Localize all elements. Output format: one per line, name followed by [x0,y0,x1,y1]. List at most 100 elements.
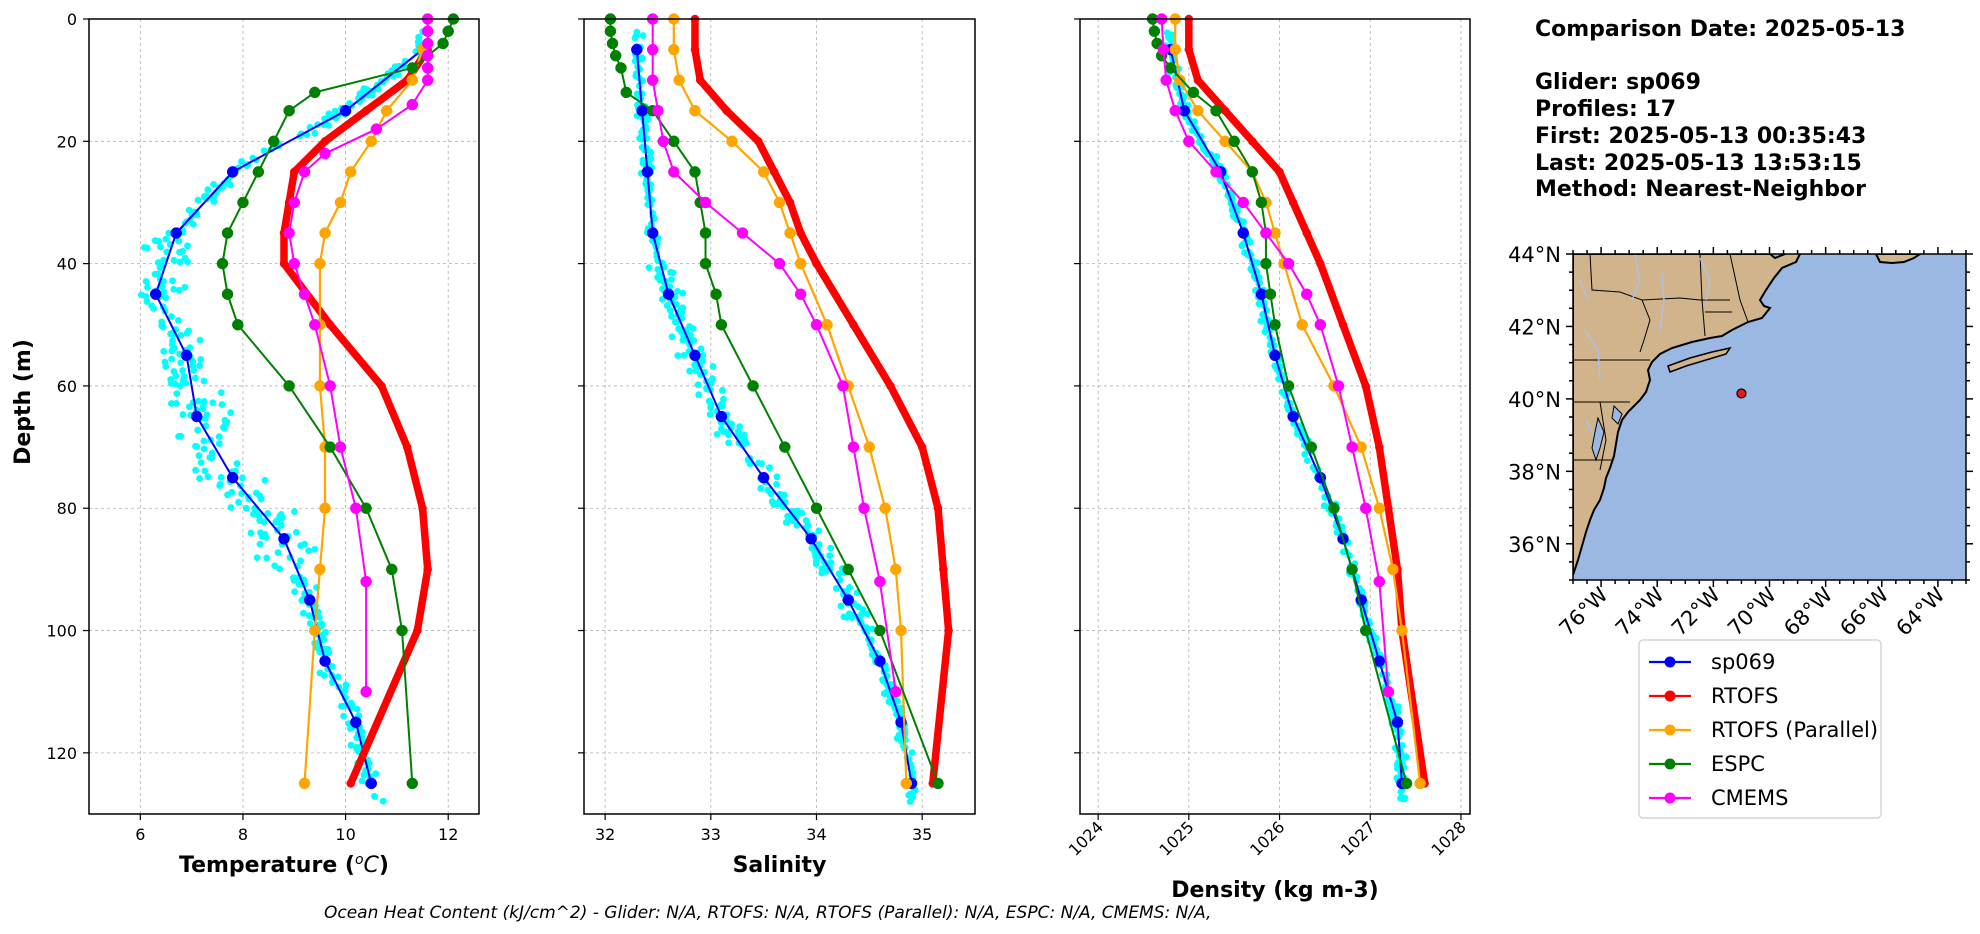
glider-scatter-point [277,521,285,529]
series-point [810,502,823,514]
glider-scatter-point [758,460,765,468]
series-line [672,17,908,785]
glider-scatter-point [680,351,688,359]
legend-item: CMEMS [1649,786,1789,810]
series-point [314,380,326,392]
series-point [216,257,229,270]
series-point [303,594,316,606]
series-point [689,166,701,178]
series-point [874,624,886,637]
glider-scatter-point [324,645,332,653]
glider-scatter-point [708,376,716,384]
glider-scatter-point [154,259,162,266]
glider-scatter-point [678,305,686,312]
glider-scatter-point [826,552,834,560]
glider-scatter-point [194,196,202,204]
glider-scatter-point [184,242,191,250]
glider-scatter-point [656,272,664,280]
glider-scatter-point [175,286,183,294]
glider-scatter-point [868,625,876,633]
glider-scatter-point [671,318,679,326]
series-point [360,575,372,588]
density-x-label: Density (kg m-3) [1171,878,1379,903]
series-point [615,62,627,74]
series-point [699,196,712,209]
x-tick-label: 1024 [1065,817,1107,859]
glider-scatter-point [709,363,717,370]
series-point [1255,196,1268,209]
glider-scatter-point [197,356,205,363]
glider-scatter-point [209,399,217,407]
glider-scatter-point [227,504,235,511]
series-point [1346,441,1358,453]
map-lon-label: 64°W [1891,582,1949,640]
glider-scatter-point [706,411,714,418]
glider-scatter-point [175,317,182,324]
series-point [1296,319,1308,331]
series-point [1400,777,1413,790]
legend-item: ESPC [1649,752,1765,776]
series-point [324,380,336,392]
series-point [1396,624,1408,637]
glider-scatter-point [764,486,771,494]
glider-scatter-point [827,544,835,552]
map-rivers [1579,254,1711,441]
salinity-axes-frame [583,18,976,815]
glider-scatter-point [227,409,235,417]
glider-scatter-point [264,510,272,517]
glider-scatter-point [340,712,348,720]
series-point [837,380,849,392]
glider-scatter-point [158,322,166,329]
map-bays [1591,404,1623,462]
series-point [769,167,779,177]
glider-scatter-point [206,454,214,461]
series-point [1169,43,1181,56]
series-line [635,48,913,785]
glider-scatter-point [276,513,284,521]
glider-scatter-point [313,644,320,651]
series-point [726,135,738,148]
series-point [1210,104,1222,117]
glider-scatter-point [161,358,169,366]
glider-scatter-point [179,247,187,255]
series-point [365,135,377,148]
series-point [604,25,617,37]
series-point [1237,227,1250,239]
glider-scatter-point [233,460,241,467]
series-point [810,319,823,331]
glider-scatter-point [717,402,725,410]
glider-scatter-point [200,193,208,201]
legend-label: RTOFS (Parallel) [1711,718,1878,742]
y-tick-label: 20 [57,132,77,151]
series-point [754,137,763,146]
glider-scatter-point [226,181,234,189]
legend-marker [1664,758,1676,770]
series-point [842,563,854,576]
series-point [812,259,821,268]
map-lat-label: 44°N [1508,243,1561,267]
series-point [895,624,907,637]
series-point [1260,257,1272,270]
glider-scatter-point [247,529,255,537]
glider-scatter-point [235,498,243,506]
series-point [319,147,331,160]
glider-scatter-point [311,129,319,137]
glider-scatter-point [1372,634,1380,642]
y-tick-label: 100 [46,622,77,641]
glider-scatter-point [633,28,641,36]
series-point [874,575,886,588]
glider-scatter-point [1257,317,1265,325]
series-point [1384,503,1393,513]
series-point [1359,502,1372,514]
y-tick-label: 60 [57,377,77,396]
glider-scatter-point [176,382,184,390]
series-point [657,135,670,148]
glider-scatter-point [1256,299,1264,307]
glider-scatter-point [347,741,355,749]
depth-y-label: Depth (m) [11,339,36,465]
series-point [421,74,434,86]
series-point [646,227,659,239]
glider-scatter-point [667,268,674,276]
series-point [1359,624,1372,637]
series-point [715,319,728,331]
